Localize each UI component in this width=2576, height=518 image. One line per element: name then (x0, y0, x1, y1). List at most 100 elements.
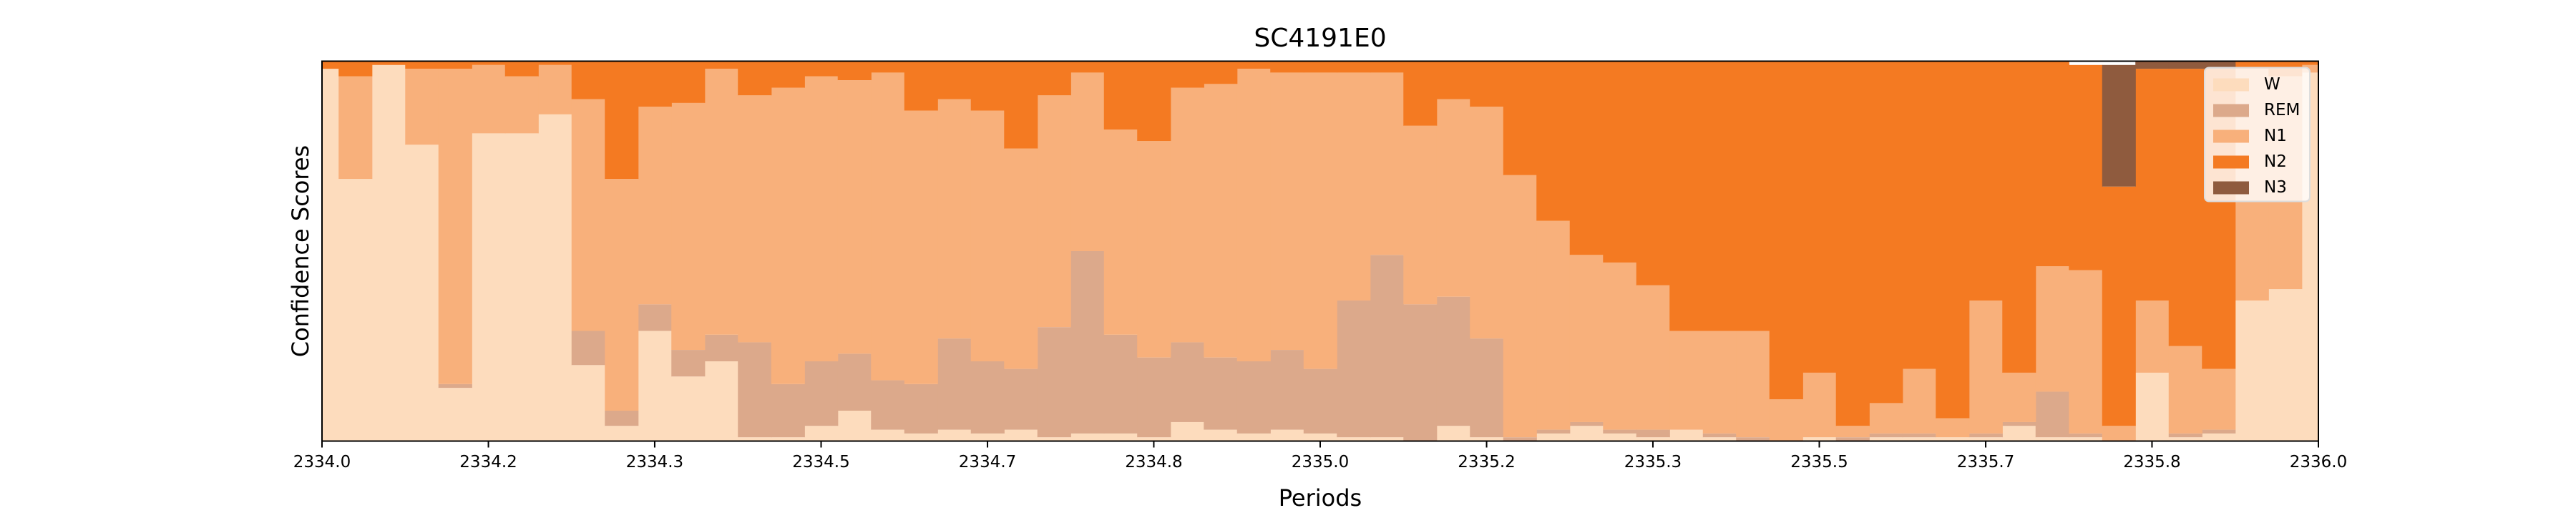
area-step (837, 61, 872, 81)
area-step (504, 61, 539, 77)
area-step (1736, 61, 1770, 331)
area-step (1936, 61, 1970, 419)
area-step (1902, 437, 1936, 441)
area-step (871, 61, 905, 73)
area-step (1137, 61, 1171, 142)
area-step (1536, 433, 1571, 441)
x-axis-label: Periods (1279, 484, 1362, 512)
area-step (438, 69, 472, 384)
area-step (638, 331, 672, 441)
area-step (1569, 421, 1604, 426)
area-step (1669, 61, 1704, 331)
area-step (472, 64, 506, 134)
area-step (1869, 437, 1903, 441)
area-step (2102, 186, 2136, 426)
area-step (538, 114, 572, 441)
area-step (2035, 266, 2069, 392)
area-step (1436, 99, 1470, 297)
area-step (1802, 61, 1837, 373)
area-step (1370, 255, 1404, 438)
area-step (1137, 141, 1171, 358)
area-step (1470, 107, 1504, 339)
area-step (1436, 296, 1470, 426)
area-step (638, 304, 672, 331)
area-step (1470, 61, 1504, 107)
area-step (405, 69, 439, 145)
x-tick-label: 2335.3 (1624, 453, 1682, 471)
area-step (571, 61, 605, 99)
area-step (1170, 342, 1204, 422)
area-step (2202, 429, 2236, 434)
area-step (1968, 300, 2003, 434)
area-step (1702, 433, 1737, 438)
area-step (438, 388, 472, 441)
area-step (2035, 391, 2069, 438)
area-step (871, 380, 905, 430)
area-step (2235, 61, 2269, 69)
area-step (1536, 220, 1571, 430)
area-step (1436, 61, 1470, 99)
area-step (1536, 61, 1571, 221)
area-step (1004, 429, 1038, 441)
area-step (2168, 61, 2202, 69)
x-tick-label: 2334.7 (959, 453, 1016, 471)
legend-label: N1 (2264, 127, 2287, 145)
area-step (937, 99, 972, 339)
area-step (771, 87, 805, 384)
area-step (2102, 426, 2136, 441)
area-step (1802, 437, 1837, 441)
legend-swatch (2213, 181, 2249, 195)
area-step (1103, 334, 1138, 434)
legend-label: N2 (2264, 152, 2287, 171)
area-step (1303, 368, 1337, 434)
area-step (837, 411, 872, 441)
area-step (1569, 61, 1604, 255)
area-step (1636, 429, 1670, 438)
area-step (1869, 403, 1903, 434)
area-step (2069, 433, 2103, 438)
area-step (704, 361, 738, 441)
area-step (1070, 72, 1105, 252)
area-step (904, 433, 938, 441)
area-step (1370, 72, 1404, 255)
area-step (1802, 372, 1837, 438)
area-step (1835, 437, 1870, 441)
area-step (638, 61, 672, 107)
area-step (2301, 64, 2318, 73)
area-step (1403, 125, 1438, 305)
area-step (1170, 87, 1204, 343)
area-step (338, 76, 373, 180)
area-step (1736, 331, 1770, 438)
area-step (1503, 61, 1537, 175)
area-step (1569, 426, 1604, 441)
area-step (571, 99, 605, 331)
x-tick-label: 2335.8 (2123, 453, 2180, 471)
area-step (970, 361, 1005, 434)
area-step (1303, 61, 1337, 73)
legend-swatch (2213, 104, 2249, 117)
area-step (1270, 61, 1304, 73)
area-step (1669, 331, 1704, 430)
chart-title: SC4191E0 (1254, 24, 1386, 53)
area-step (1204, 429, 1238, 441)
area-step (1236, 361, 1271, 434)
area-step (1902, 61, 1936, 369)
area-step (1769, 61, 1803, 400)
area-step (1470, 437, 1504, 441)
area-step (2268, 289, 2303, 441)
x-tick-label: 2335.5 (1790, 453, 1848, 471)
area-step (605, 61, 639, 180)
area-step (1603, 429, 1637, 434)
area-step (970, 433, 1005, 441)
area-step (1004, 368, 1038, 430)
area-step (605, 411, 639, 426)
area-step (771, 61, 805, 88)
area-step (322, 61, 339, 69)
area-step (2035, 437, 2069, 441)
area-step (837, 353, 872, 411)
area-step (2202, 368, 2236, 430)
legend-label: N3 (2264, 178, 2287, 197)
area-step (1702, 61, 1737, 331)
area-step (1004, 148, 1038, 369)
